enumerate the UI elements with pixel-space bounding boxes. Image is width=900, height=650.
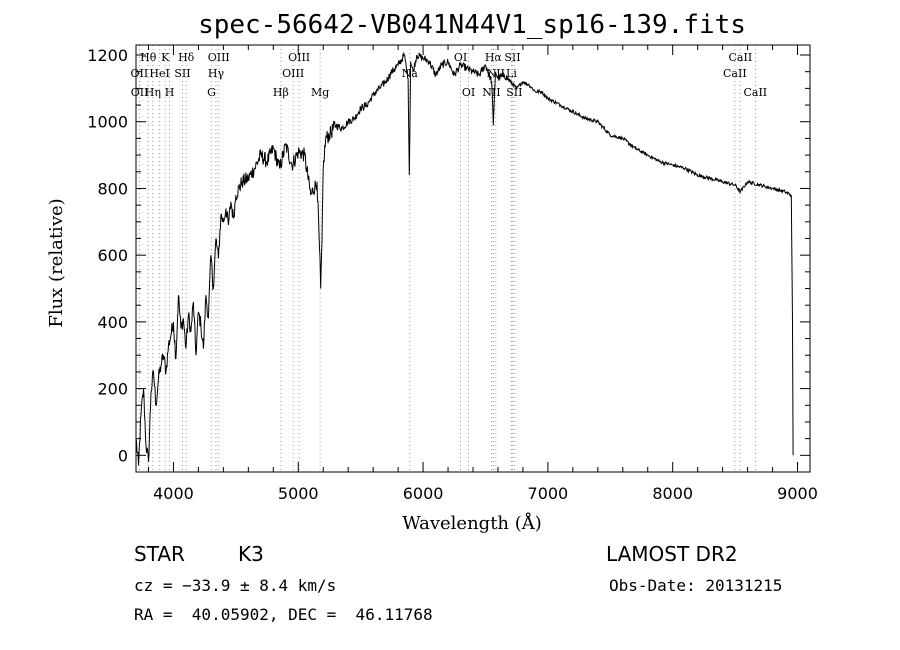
line-label-hδ: Hδ xyxy=(178,51,195,64)
line-label-sii: SII xyxy=(506,86,522,99)
y-tick-label: 1200 xyxy=(87,46,128,65)
line-label-oi: OI xyxy=(462,86,475,99)
line-label-nii: NII xyxy=(482,86,500,99)
line-label-oii: OII xyxy=(131,86,149,99)
object-subclass: K3 xyxy=(238,542,264,566)
line-label-sii: SII xyxy=(174,67,190,80)
x-tick-label: 5000 xyxy=(278,484,319,503)
y-tick-label: 0 xyxy=(118,446,128,465)
x-tick-label: 4000 xyxy=(153,484,194,503)
line-label-oiii: OIII xyxy=(288,51,310,64)
spectrum-series-line xyxy=(135,51,794,466)
line-label-hβ: Hβ xyxy=(273,86,289,99)
y-tick-label: 1000 xyxy=(87,113,128,132)
y-axis-label: Flux (relative) xyxy=(46,198,67,327)
chart-title: spec-56642-VB041N44V1_sp16-139.fits xyxy=(198,10,746,40)
line-label-h: H xyxy=(165,86,175,99)
line-label-oiii: OIII xyxy=(282,67,304,80)
survey-label: LAMOST DR2 xyxy=(606,542,738,566)
line-label-k: K xyxy=(161,51,170,64)
y-tick-label: 600 xyxy=(97,246,128,265)
line-label-hθ: Hθ xyxy=(140,51,157,64)
line-label-caii: CaII xyxy=(729,51,753,64)
redshift-label: cz = −33.9 ± 8.4 km/s xyxy=(134,576,337,595)
line-label-mg: Mg xyxy=(311,86,329,99)
line-label-hη: Hη xyxy=(145,86,161,99)
line-label-oi: OI xyxy=(454,51,467,64)
line-label-oiii: OIII xyxy=(208,51,230,64)
line-label-caii: CaII xyxy=(743,86,767,99)
x-tick-label: 9000 xyxy=(777,484,818,503)
x-tick-label: 8000 xyxy=(652,484,693,503)
y-tick-label: 200 xyxy=(97,380,128,399)
y-tick-label: 400 xyxy=(97,313,128,332)
line-label-g: G xyxy=(207,86,216,99)
line-label-na: Na xyxy=(402,67,419,80)
object-class: STAR xyxy=(134,542,185,566)
y-tick-label: 800 xyxy=(97,179,128,198)
plot-frame xyxy=(135,44,811,473)
line-label-hγ: Hγ xyxy=(208,67,225,80)
line-label-caii: CaII xyxy=(723,67,747,80)
coordinates-label: RA = 40.05902, DEC = 46.11768 xyxy=(134,605,433,624)
line-label-hα: Hα xyxy=(485,51,503,64)
axis-ticks: 4000 5000 6000 7000 8000 9000 0 200 400 600 800 100… xyxy=(87,45,818,503)
line-label-hei: HeI xyxy=(149,67,169,80)
x-tick-label: 7000 xyxy=(528,484,569,503)
x-tick-label: 6000 xyxy=(403,484,444,503)
line-label-sii: SII xyxy=(504,51,520,64)
line-label-li: Li xyxy=(506,67,517,80)
x-axis-label: Wavelength (Å) xyxy=(402,512,542,534)
obs-date-label: Obs-Date: 20131215 xyxy=(609,576,783,595)
